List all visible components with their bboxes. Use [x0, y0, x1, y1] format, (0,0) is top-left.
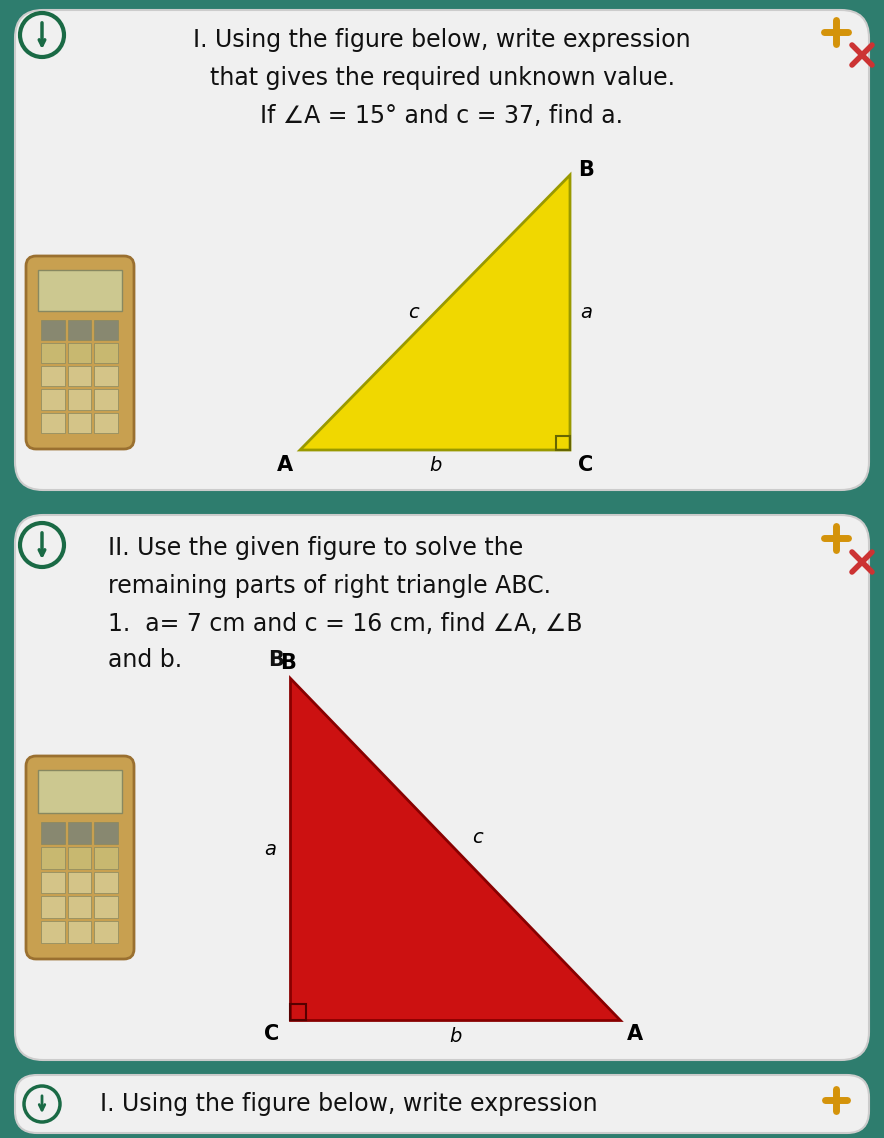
Bar	[290, 1004, 306, 1020]
Text: If ∠A = 15° and c = 37, find a.: If ∠A = 15° and c = 37, find a.	[261, 104, 623, 127]
Text: B: B	[280, 653, 296, 673]
Text: I. Using the figure below, write expression: I. Using the figure below, write express…	[194, 28, 690, 52]
Text: I. Using the figure below, write expression: I. Using the figure below, write express…	[100, 1092, 598, 1116]
FancyBboxPatch shape	[15, 1075, 869, 1133]
Bar	[41, 872, 65, 893]
Bar	[68, 897, 91, 918]
Text: that gives the required unknown value.: that gives the required unknown value.	[210, 66, 674, 90]
Text: A: A	[277, 455, 293, 475]
Text: 1.  a= 7 cm and c = 16 cm, find ∠A, ∠B: 1. a= 7 cm and c = 16 cm, find ∠A, ∠B	[108, 612, 583, 636]
Text: a: a	[580, 303, 592, 322]
Text: and b.: and b.	[108, 648, 182, 673]
Bar	[68, 872, 91, 893]
Text: A: A	[627, 1024, 643, 1044]
Text: C: C	[264, 1024, 279, 1044]
Bar	[41, 413, 65, 432]
FancyBboxPatch shape	[26, 256, 134, 450]
FancyBboxPatch shape	[15, 10, 869, 490]
Bar	[41, 320, 65, 340]
Bar	[95, 366, 118, 387]
Bar	[95, 921, 118, 943]
Text: remaining parts of right triangle ABC.: remaining parts of right triangle ABC.	[108, 574, 551, 597]
Bar	[95, 897, 118, 918]
Bar	[41, 366, 65, 387]
Bar	[68, 366, 91, 387]
Bar	[95, 320, 118, 340]
Bar	[68, 343, 91, 363]
Text: b: b	[449, 1026, 461, 1046]
Text: B: B	[268, 650, 284, 670]
Bar	[41, 822, 65, 843]
Bar	[68, 822, 91, 843]
Bar	[41, 847, 65, 868]
Text: c: c	[472, 827, 483, 847]
Polygon shape	[300, 175, 570, 450]
Text: II. Use the given figure to solve the: II. Use the given figure to solve the	[108, 536, 523, 560]
Text: b: b	[429, 455, 441, 475]
Bar	[95, 343, 118, 363]
Bar	[41, 921, 65, 943]
Bar	[38, 770, 122, 813]
Bar	[95, 872, 118, 893]
Bar	[68, 320, 91, 340]
Bar	[41, 343, 65, 363]
Text: C: C	[578, 455, 594, 475]
Bar	[68, 413, 91, 432]
Bar	[556, 436, 570, 450]
Bar	[95, 413, 118, 432]
Bar	[41, 389, 65, 410]
Bar	[95, 822, 118, 843]
Polygon shape	[290, 678, 620, 1020]
Bar	[95, 847, 118, 868]
FancyBboxPatch shape	[15, 516, 869, 1059]
Text: B: B	[578, 160, 594, 180]
Bar	[38, 270, 122, 311]
Bar	[41, 897, 65, 918]
Bar	[68, 921, 91, 943]
Bar	[68, 389, 91, 410]
Bar	[95, 389, 118, 410]
Text: a: a	[264, 840, 276, 858]
FancyBboxPatch shape	[26, 756, 134, 959]
Bar	[68, 847, 91, 868]
Text: c: c	[408, 303, 418, 322]
